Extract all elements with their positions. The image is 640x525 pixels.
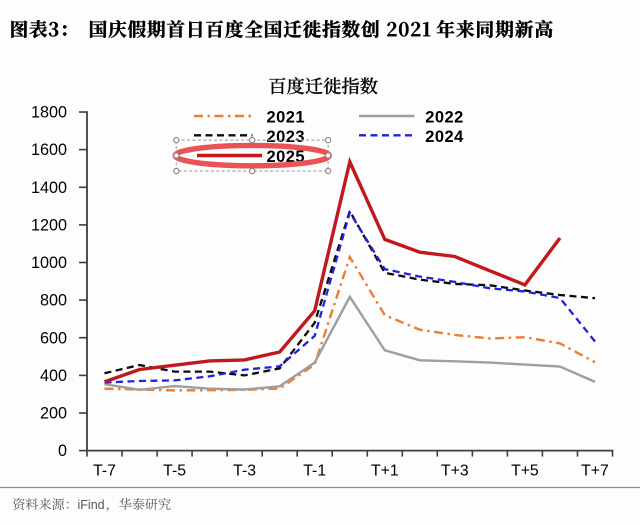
svg-text:T-5: T-5 — [163, 463, 186, 480]
svg-text:2023: 2023 — [267, 128, 306, 146]
svg-text:T+7: T+7 — [581, 463, 609, 480]
svg-text:1800: 1800 — [31, 104, 67, 122]
svg-text:2022: 2022 — [425, 109, 464, 127]
svg-text:1200: 1200 — [31, 217, 67, 235]
svg-text:200: 200 — [40, 405, 67, 423]
svg-text:T-3: T-3 — [233, 463, 256, 480]
svg-text:T-1: T-1 — [303, 463, 326, 480]
svg-text:iFind: iFind — [78, 498, 105, 512]
svg-text:0: 0 — [58, 442, 67, 460]
svg-text:2024: 2024 — [425, 128, 464, 146]
svg-text:2021: 2021 — [267, 109, 306, 127]
svg-text:1000: 1000 — [31, 254, 67, 272]
svg-text:400: 400 — [40, 367, 67, 385]
svg-text:1600: 1600 — [31, 141, 67, 159]
svg-text:T+1: T+1 — [371, 463, 399, 480]
svg-text:800: 800 — [40, 292, 67, 310]
svg-text:T-7: T-7 — [93, 463, 116, 480]
svg-text:1400: 1400 — [31, 179, 67, 197]
svg-text:T+5: T+5 — [511, 463, 539, 480]
svg-text:T+3: T+3 — [441, 463, 469, 480]
svg-text:600: 600 — [40, 329, 67, 347]
